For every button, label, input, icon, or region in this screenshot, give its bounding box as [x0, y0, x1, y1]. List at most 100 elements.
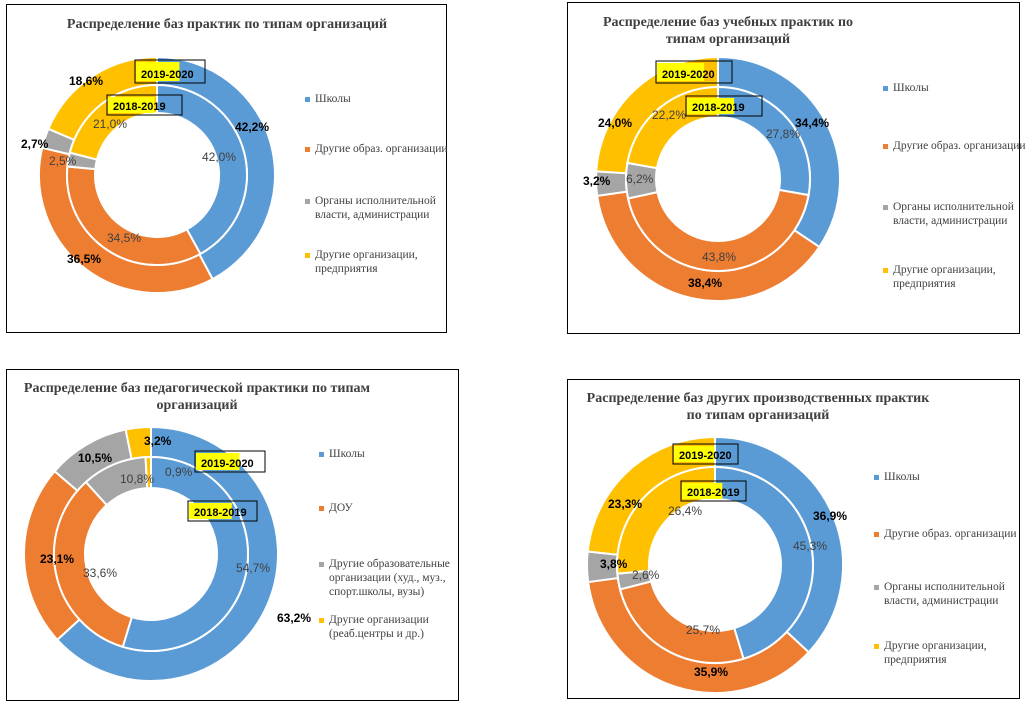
legend-swatch: [874, 644, 879, 649]
outer-data-label: 34,4%: [795, 116, 829, 130]
inner-data-label: 27,8%: [766, 127, 800, 141]
legend-item: Другие образ. организации: [883, 139, 1027, 153]
series-label: 2019-2020: [662, 69, 715, 81]
outer-data-label: 3,2%: [583, 174, 611, 188]
legend-label: ДОУ: [329, 502, 353, 514]
inner-data-label: 43,8%: [702, 250, 736, 264]
legend-swatch: [305, 147, 310, 152]
inner-slice-3: [144, 455, 152, 490]
series-label-box: [194, 450, 266, 473]
legend-item: Школы: [305, 92, 465, 106]
series-label-box: [106, 94, 183, 116]
series-label-box: [680, 480, 747, 502]
series-label-highlight: [657, 63, 705, 81]
inner-data-label: 54,7%: [236, 561, 270, 575]
chart-panel-3: Распределение баз педагогической практик…: [6, 369, 459, 701]
legend-label: Другие организации (реаб.центры и др.): [329, 614, 429, 640]
legend-label: Другие образ. организации: [893, 140, 1026, 152]
legend-swatch: [305, 253, 310, 258]
donut-chart: 42,2% 36,5% 2,7% 18,6% 42,0% 34,5% 2,5% 21,0% 20…: [21, 55, 276, 294]
inner-slice-1: [626, 188, 810, 272]
legend-swatch: [319, 506, 324, 511]
inner-data-label: 21,0%: [93, 117, 127, 131]
chart-title: Распределение баз практик по типам орган…: [66, 17, 388, 32]
legend-item: Другие образ. организации: [874, 527, 1027, 541]
inner-data-label: 0,9%: [165, 465, 193, 479]
legend-item: Другие организации, предприятия: [874, 639, 1027, 667]
chart-panel-4: Распределение баз других производственны…: [567, 379, 1020, 699]
outer-data-label: 10,5%: [78, 451, 112, 465]
legend-swatch: [874, 532, 879, 537]
donut-chart: 63,2% 23,1% 10,5% 3,2% 54,7% 33,6% 10,8% 0,9% 20…: [23, 425, 311, 682]
legend-label: Органы исполнительной власти, администра…: [315, 195, 436, 221]
legend-item: Другие организации, предприятия: [883, 263, 1027, 291]
series-label-highlight: [674, 446, 715, 462]
outer-data-label: 3,8%: [600, 557, 628, 571]
chart-title: Распределение баз других производственны…: [586, 391, 930, 423]
outer-data-label: 2,7%: [21, 137, 49, 151]
legend-item: Школы: [874, 470, 1027, 484]
series-label-highlight: [136, 62, 180, 81]
legend-swatch: [319, 452, 324, 457]
series-label-box: [187, 500, 258, 522]
series-label-box: [134, 59, 206, 84]
outer-data-label: 24,0%: [598, 116, 632, 130]
inner-slice-0: [156, 83, 248, 256]
legend-item: Другие образ. организации: [305, 142, 465, 156]
outer-data-label: 38,4%: [688, 276, 722, 290]
inner-slice-0: [714, 465, 814, 661]
outer-data-label: 36,9%: [813, 509, 847, 523]
legend-swatch: [319, 562, 324, 567]
legend-label: Школы: [329, 448, 365, 460]
series-label-highlight: [196, 453, 240, 470]
legend-swatch: [305, 199, 310, 204]
inner-data-label: 22,2%: [652, 108, 686, 122]
series-label-highlight: [189, 503, 232, 519]
legend-label: Другие организации, предприятия: [315, 249, 418, 275]
legend-swatch: [883, 205, 888, 210]
legend-label: Другие организации, предприятия: [884, 640, 987, 666]
series-label: 2019-2020: [679, 450, 732, 462]
series-label-highlight: [687, 98, 735, 114]
legend-label: Другие образ. организации: [315, 143, 448, 155]
legend-swatch: [883, 86, 888, 91]
legend-item: Органы исполнительной власти, администра…: [883, 200, 1027, 228]
series-label: 2018-2019: [113, 101, 166, 113]
inner-data-label: 10,8%: [120, 472, 154, 486]
inner-data-label: 2,5%: [49, 154, 77, 168]
series-label: 2018-2019: [687, 487, 740, 499]
legend-item: Школы: [883, 81, 1027, 95]
legend-item: Другие организации, предприятия: [305, 248, 465, 276]
inner-data-label: 26,4%: [668, 504, 702, 518]
legend-swatch: [874, 475, 879, 480]
inner-data-label: 2,6%: [632, 568, 660, 582]
chart-title: Распределение баз педагогической практик…: [23, 381, 371, 413]
outer-data-label: 3,2%: [144, 434, 172, 448]
legend-swatch: [319, 618, 324, 623]
series-label-box: [672, 443, 739, 465]
outer-data-label: 23,1%: [40, 552, 74, 566]
legend-label: Другие образовательные организации (худ.…: [329, 558, 450, 598]
outer-data-label: 63,2%: [277, 611, 311, 625]
legend-swatch: [883, 268, 888, 273]
series-label-highlight: [108, 97, 155, 113]
inner-data-label: 6,2%: [626, 172, 654, 186]
legend-label: Школы: [884, 471, 920, 483]
chart-panel-1: Распределение баз практик по типам орган…: [6, 4, 448, 333]
legend-label: Органы исполнительной власти, администра…: [884, 581, 1005, 607]
legend-item: Органы исполнительной власти, администра…: [874, 580, 1027, 608]
inner-data-label: 25,7%: [686, 623, 720, 637]
inner-data-label: 42,0%: [202, 150, 236, 164]
legend-label: Другие организации, предприятия: [893, 264, 996, 290]
legend-item: Школы: [319, 447, 479, 461]
series-label-highlight: [682, 483, 723, 499]
donut-chart: 36,9% 35,9% 3,8% 23,3% 45,3% 25,7% 2,6% 26,4% 20…: [586, 435, 847, 694]
legend-swatch: [874, 585, 879, 590]
legend-label: Школы: [893, 82, 929, 94]
series-label: 2018-2019: [194, 507, 247, 519]
series-label: 2018-2019: [692, 102, 745, 114]
legend-item: Другие организации (реаб.центры и др.): [319, 613, 479, 641]
outer-data-label: 36,5%: [67, 252, 101, 266]
inner-data-label: 33,6%: [83, 566, 117, 580]
outer-data-label: 23,3%: [608, 497, 642, 511]
